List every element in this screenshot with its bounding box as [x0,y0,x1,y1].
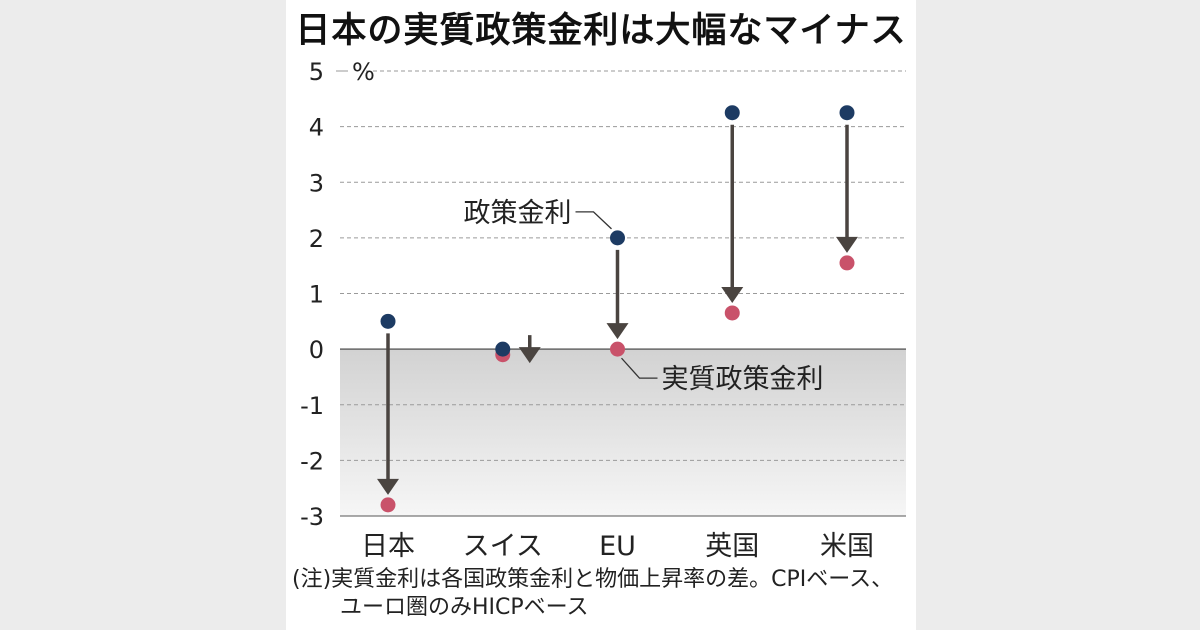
policy-rate-point [495,341,511,357]
x-category-label: 日本 [361,531,415,562]
y-unit-label: % [352,58,375,86]
background-left [0,0,286,630]
chart-panel: 日本の実質政策金利は大幅なマイナス 5 4 3 2 1 0 -1 -2 -3% 日本 スイス EU 英国… [286,0,916,630]
real-rate-point [839,255,855,271]
annotation-leader [575,211,612,230]
policy-rate-point [610,230,625,246]
background-right [916,0,1200,630]
y-tick-label: 3 [309,169,324,197]
axis-layer: 5 4 3 2 1 0 -1 -2 -3% 日本 スイス EU 英国 米国 [300,58,874,562]
arrow-head [377,478,399,495]
annotation-label: 実質政策金利 [662,364,824,395]
chart-title: 日本の実質政策金利は大幅なマイナス [295,11,907,51]
annotation-label: 政策金利 [464,198,572,229]
policy-rate-point [724,105,740,121]
real-rate-point [380,497,396,513]
y-tick-label: 0 [309,336,324,364]
x-category-label: スイス [463,531,543,562]
y-tick-label: -1 [300,392,324,420]
arrow-layer [377,124,858,495]
arrow-head [606,323,629,340]
arrow-head [518,347,541,364]
annotation-leader [621,357,658,379]
y-tick-label: -2 [300,447,324,475]
x-category-label: 米国 [820,531,874,562]
y-tick-label: 5 [309,58,324,86]
y-tick-label: 1 [309,281,324,309]
negative-region [340,349,906,516]
point-layer [380,105,855,513]
real-rate-point [724,305,740,321]
chart-note: (注)実質金利は各国政策金利と物価上昇率の差。CPIベース、 ユーロ圏のみHIC… [292,566,912,622]
note-line-2: ユーロ圏のみHICPベース [340,595,589,620]
policy-rate-point [380,313,396,329]
y-tick-label: 2 [309,225,324,253]
y-tick-label: 4 [309,114,324,142]
real-rate-point [610,341,625,357]
arrow-head [836,236,858,253]
x-category-label: 英国 [705,531,759,562]
arrow-head [721,286,744,303]
y-tick-label: -3 [300,503,324,531]
policy-rate-point [839,105,855,121]
x-category-label: EU [599,531,636,562]
note-line-1: (注)実質金利は各国政策金利と物価上昇率の差。CPIベース、 [292,567,894,592]
